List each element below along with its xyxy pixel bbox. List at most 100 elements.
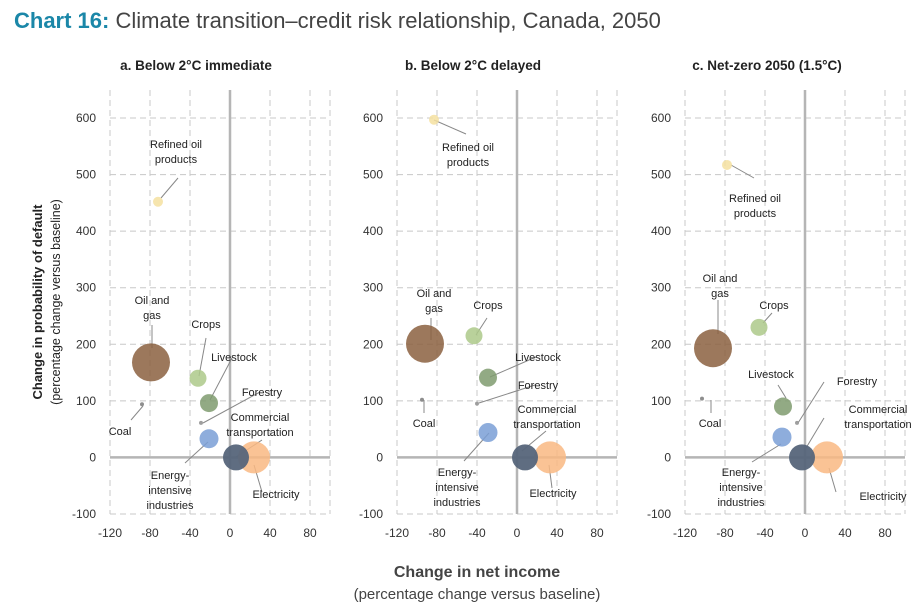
x-tick-label: -120 (385, 526, 409, 540)
y-tick-label: 400 (363, 224, 383, 238)
point-label-line: Coal (413, 418, 436, 430)
panel-3: c. Net-zero 2050 (1.5°C) 600 500 400 300 200 1… (647, 58, 912, 540)
x-tick-label: 40 (263, 526, 277, 540)
point-coal (140, 402, 144, 407)
point-electricity (811, 441, 843, 474)
point-coal (420, 397, 424, 402)
y-tick-label: 100 (651, 394, 671, 408)
point-label: Oil and gas (703, 273, 738, 300)
point-label-line: Electricity (252, 489, 300, 501)
point-label: Coal (413, 418, 436, 430)
y-axis-label: Change in probability of default (30, 204, 45, 400)
point-label-line: products (447, 157, 490, 169)
point-label-line: industries (433, 497, 481, 509)
panel-title: b. Below 2°C delayed (405, 58, 541, 73)
point-label-line: gas (711, 288, 729, 300)
point-crops (465, 327, 483, 345)
point-label-line: intensive (719, 482, 762, 494)
point-label-line: Oil and (135, 295, 170, 307)
point-label-line: Livestock (211, 352, 257, 364)
point-label-line: Crops (191, 319, 221, 331)
gridlines (684, 90, 906, 515)
leader-line (805, 417, 825, 449)
point-crops (750, 318, 768, 336)
y-tick-label: 0 (89, 450, 96, 464)
point-refined-oil-products (153, 196, 163, 207)
point-label: Crops (191, 319, 221, 331)
x-tick-label: 80 (303, 526, 317, 540)
x-tick-label: 0 (514, 526, 521, 540)
x-tick-label: -40 (468, 526, 486, 540)
chart-title: Chart 16: Climate transition–credit risk… (14, 8, 661, 34)
point-label-line: Electricity (859, 491, 907, 503)
point-label: Livestock (748, 369, 794, 381)
leader-line (489, 356, 537, 378)
point-refined-oil-products (429, 114, 439, 125)
point-label-line: Commercial (518, 404, 577, 416)
chart-title-text: Climate transition–credit risk relations… (115, 8, 661, 33)
y-tick-label: 0 (376, 450, 383, 464)
x-tick-label: 0 (227, 526, 234, 540)
x-tick-label: -120 (673, 526, 697, 540)
leader-line (202, 391, 261, 424)
point-label: Electricity (859, 491, 907, 503)
x-axis-label: Change in net income (394, 564, 560, 581)
leader-line (209, 357, 233, 401)
leader-line (160, 177, 179, 199)
point-commercial-transportation (223, 444, 249, 471)
point-livestock (479, 368, 497, 387)
point-label-line: gas (425, 303, 443, 315)
y-tick-label: 200 (651, 337, 671, 351)
x-tick-label: -40 (181, 526, 199, 540)
x-tick-label: 40 (550, 526, 564, 540)
point-energy-intensive-industries (772, 427, 792, 447)
point-label: Electricity (252, 489, 300, 501)
point-label: Coal (109, 426, 132, 438)
point-label-line: Coal (699, 418, 722, 430)
point-label-line: products (734, 208, 777, 220)
point-label: Energy-intensive industries (717, 467, 765, 509)
point-label-line: Refined oil (729, 193, 781, 205)
point-forestry (199, 420, 203, 425)
point-energy-intensive-industries (478, 423, 498, 443)
panel-title: c. Net-zero 2050 (1.5°C) (692, 58, 841, 73)
point-energy-intensive-industries (199, 429, 219, 449)
point-label: Energy-intensive industries (146, 470, 194, 512)
x-tick-label: -40 (756, 526, 774, 540)
point-label: Electricity (529, 488, 577, 500)
point-crops (189, 369, 207, 387)
leader-line (130, 405, 144, 421)
y-tick-label: 500 (76, 168, 96, 182)
y-tick-label: 300 (651, 281, 671, 295)
point-label-line: industries (717, 497, 765, 509)
point-refined-oil-products (722, 159, 732, 170)
point-label-line: industries (146, 500, 194, 512)
point-livestock (774, 397, 792, 416)
point-label: Energy-intensive industries (433, 467, 481, 509)
point-oil-and-gas (406, 324, 444, 363)
point-label-line: Coal (109, 426, 132, 438)
point-label-line: transportation (226, 427, 293, 439)
y-tick-label: 400 (651, 224, 671, 238)
point-label-line: Refined oil (442, 142, 494, 154)
y-tick-label: 600 (651, 111, 671, 125)
y-tick-label: 300 (76, 281, 96, 295)
y-tick-label: 500 (651, 168, 671, 182)
point-label-line: products (155, 154, 198, 166)
point-label-line: Energy- (438, 467, 477, 479)
point-label-line: intensive (435, 482, 478, 494)
point-label: Crops (473, 300, 503, 312)
gridlines (109, 90, 331, 515)
point-forestry (475, 401, 479, 406)
point-label-line: transportation (844, 419, 911, 431)
y-tick-label: -100 (647, 507, 671, 521)
leader-line (478, 384, 536, 404)
y-tick-label: 100 (76, 394, 96, 408)
point-label-line: Commercial (849, 404, 908, 416)
y-tick-label: 600 (76, 111, 96, 125)
point-forestry (795, 420, 799, 425)
leader-line (198, 337, 207, 377)
panel-1: a. Below 2°C immediate600500400300200100… (72, 58, 331, 540)
point-label: Forestry (518, 380, 559, 392)
